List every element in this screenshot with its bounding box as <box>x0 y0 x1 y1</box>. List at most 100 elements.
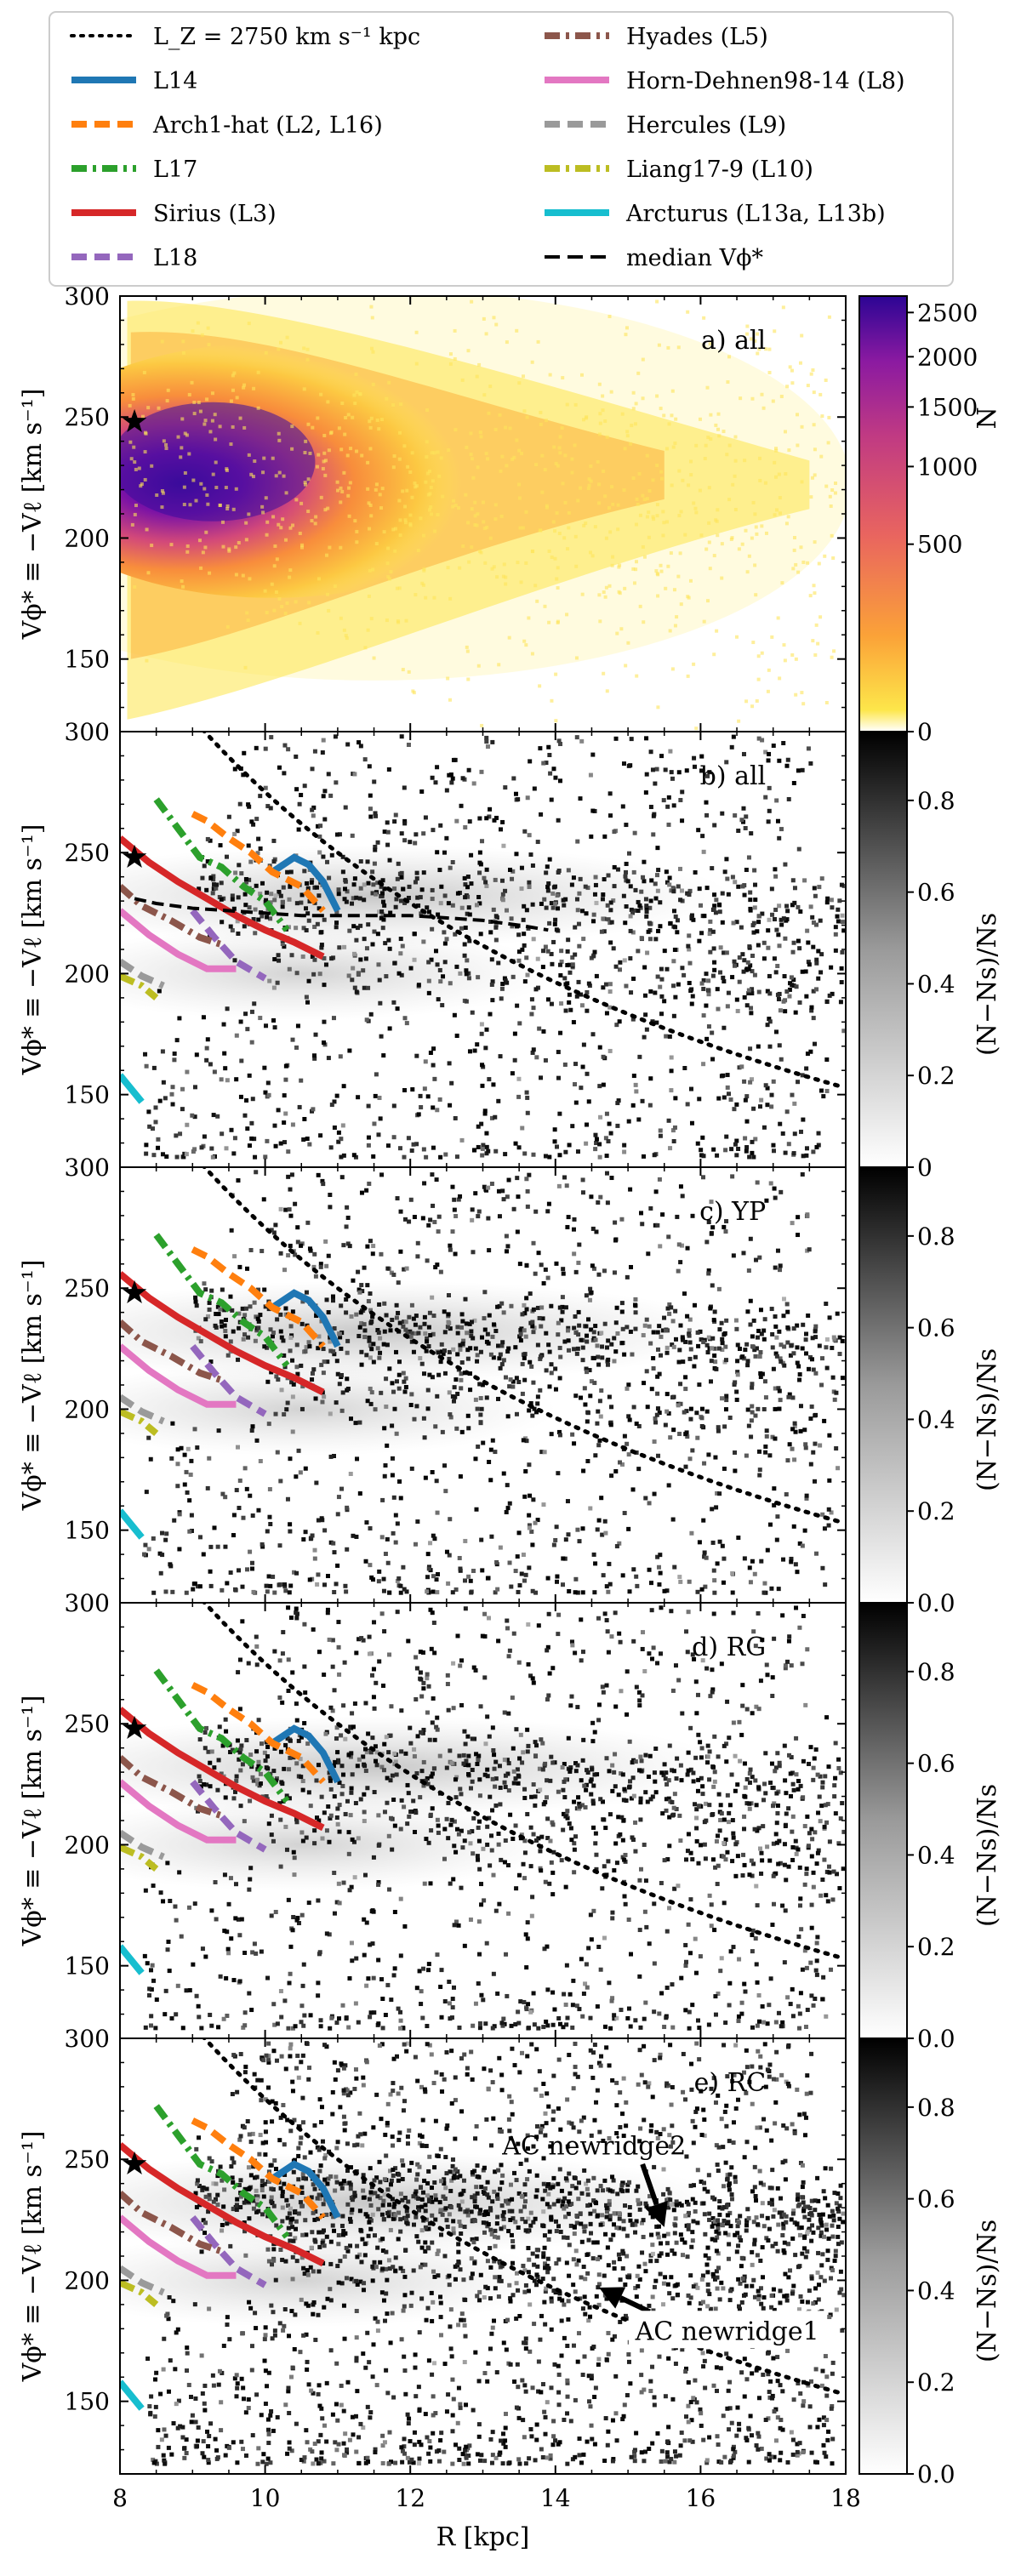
heatmap-cell <box>367 594 371 598</box>
residual-cell <box>570 962 575 967</box>
heatmap-cell <box>241 573 245 578</box>
heatmap-cell <box>426 493 431 497</box>
residual-cell <box>648 989 653 994</box>
residual-cell <box>404 1589 409 1594</box>
residual-cell <box>613 1349 619 1354</box>
ytick-label: 300 <box>65 282 110 311</box>
residual-cell <box>575 908 580 913</box>
residual-cell <box>397 1479 402 1484</box>
residual-cell <box>319 945 324 950</box>
residual-cell <box>446 1581 451 1586</box>
residual-cell <box>442 1309 447 1314</box>
residual-cell <box>584 1782 589 1787</box>
heatmap-cell <box>181 584 185 589</box>
residual-cell <box>757 1468 762 1473</box>
residual-cell <box>268 1522 273 1527</box>
residual-cell <box>381 1576 386 1582</box>
residual-cell <box>421 1727 426 1732</box>
residual-cell <box>778 1121 783 1126</box>
heatmap-cell <box>277 347 281 351</box>
heatmap-cell <box>761 406 766 410</box>
residual-cell <box>839 966 844 971</box>
residual-cell <box>294 1606 299 1611</box>
residual-cell <box>503 1375 508 1380</box>
ridge-line-horn <box>120 908 237 972</box>
residual-cell <box>362 757 368 762</box>
residual-cell <box>280 904 285 909</box>
heatmap-cell <box>374 487 378 492</box>
residual-cell <box>573 925 578 930</box>
residual-cell <box>744 1003 750 1008</box>
residual-cell <box>730 1590 735 1595</box>
heatmap-cell <box>704 443 708 447</box>
residual-cell <box>430 887 435 892</box>
residual-cell <box>299 1243 304 1248</box>
residual-cell <box>802 1428 807 1433</box>
residual-cell <box>352 1875 357 1880</box>
heatmap-cell <box>425 408 430 413</box>
residual-cell <box>396 971 402 976</box>
residual-cell <box>343 805 348 810</box>
residual-cell <box>538 1787 543 1792</box>
residual-cell <box>783 1150 788 1155</box>
heatmap-cell <box>745 332 750 336</box>
residual-cell <box>666 822 671 827</box>
heatmap-cell <box>661 533 665 538</box>
residual-cell <box>354 1312 359 1317</box>
residual-cell <box>817 1343 822 1348</box>
residual-cell <box>762 1781 767 1787</box>
residual-cell <box>361 968 366 973</box>
residual-cell <box>771 1143 776 1148</box>
heatmap-cell <box>368 419 372 424</box>
heatmap-cell <box>636 371 641 375</box>
residual-cell <box>345 889 350 894</box>
residual-cell <box>631 1405 636 1410</box>
residual-cell <box>428 1541 433 1546</box>
residual-cell <box>805 2008 810 2013</box>
heatmap-cell <box>675 615 679 619</box>
residual-cell <box>576 1260 581 1265</box>
residual-cell <box>318 2018 323 2023</box>
residual-cell <box>819 1382 824 1388</box>
residual-cell <box>607 1048 613 1053</box>
heatmap-cell <box>346 413 351 417</box>
residual-cell <box>753 882 758 887</box>
residual-cell <box>699 768 704 773</box>
residual-cell <box>731 920 736 926</box>
residual-cell <box>787 1442 792 1447</box>
residual-cell <box>704 1036 710 1041</box>
residual-cell <box>798 1428 803 1433</box>
residual-cell <box>646 1251 651 1257</box>
residual-cell <box>316 1763 321 1768</box>
residual-cell <box>426 990 431 995</box>
residual-cell <box>680 1194 685 1199</box>
residual-cell <box>680 1711 685 1716</box>
residual-cell <box>478 932 483 937</box>
residual-cell <box>593 1337 598 1342</box>
residual-cell <box>493 1328 499 1333</box>
residual-cell <box>381 1053 386 1058</box>
residual-cell <box>375 881 380 886</box>
colorbar-tick-label: 0.6 <box>917 879 955 907</box>
heatmap-cell <box>369 346 374 350</box>
residual-cell <box>729 744 734 749</box>
residual-cell <box>562 1556 568 1561</box>
residual-cell <box>774 1354 779 1359</box>
legend-label-horn: Horn-Dehnen98-14 (L8) <box>626 68 905 94</box>
residual-cell <box>602 1321 607 1326</box>
heatmap-cell <box>414 330 419 334</box>
residual-cell <box>385 820 390 825</box>
heatmap-cell <box>641 396 645 401</box>
residual-cell <box>482 875 487 881</box>
ridge-line-l18 <box>190 1343 267 1417</box>
heatmap-cell <box>129 457 134 461</box>
residual-cell <box>250 1424 255 1429</box>
residual-cell <box>354 1956 359 1961</box>
heatmap-cell <box>616 527 620 532</box>
heatmap-cell <box>345 636 349 641</box>
residual-cell <box>545 888 550 893</box>
residual-cell <box>375 932 380 937</box>
residual-cell <box>356 740 362 745</box>
ridge-line-arcturus <box>120 1073 145 1104</box>
residual-cell <box>324 1297 329 1302</box>
